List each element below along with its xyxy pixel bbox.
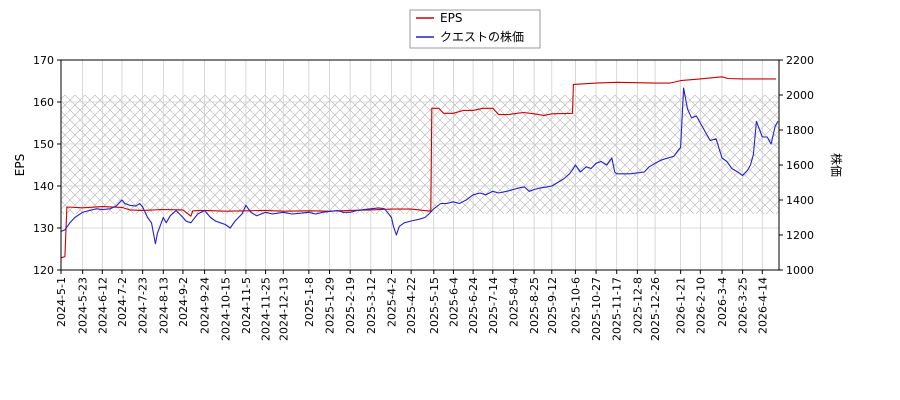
x-tick-label: 2025-12-8	[631, 277, 644, 334]
legend-label-eps: EPS	[440, 11, 462, 25]
x-tick-label: 2025-10-6	[569, 277, 582, 334]
x-tick-label: 2024-11-25	[260, 277, 273, 341]
y2-tick-label: 1600	[786, 159, 814, 172]
x-tick-label: 2025-3-12	[365, 277, 378, 334]
x-tick-label: 2025-6-24	[467, 277, 480, 334]
x-tick-label: 2024-6-12	[96, 277, 109, 334]
y2-tick-label: 1000	[786, 264, 814, 277]
x-tick-label: 2024-9-2	[177, 277, 190, 327]
x-tick-label: 2026-3-4	[716, 277, 729, 327]
y-tick-label: 170	[33, 54, 54, 67]
x-tick-label: 2024-9-24	[199, 277, 212, 334]
x-tick-label: 2024-8-13	[157, 277, 170, 334]
hatch-band-rect	[61, 95, 779, 214]
x-tick-label: 2024-5-23	[77, 277, 90, 334]
x-tick-label: 2025-2-19	[344, 277, 357, 334]
legend-label-price: クエストの株価	[440, 29, 524, 44]
x-tick-label: 2026-2-10	[694, 277, 707, 334]
y-tick-label: 130	[33, 222, 54, 235]
y2-tick-label: 2200	[786, 54, 814, 67]
x-tick-label: 2026-1-21	[675, 277, 688, 334]
series-layer	[60, 76, 779, 259]
y2-axis-title: 株価	[829, 153, 844, 177]
x-tick-label: 2025-8-4	[507, 277, 520, 327]
x-tick-label: 2025-7-14	[487, 277, 500, 334]
x-tick-label: 2025-11-17	[611, 277, 624, 341]
x-tick-label: 2025-9-12	[546, 277, 559, 334]
x-tick-label: 2024-5-1	[55, 277, 68, 327]
y-tick-label: 120	[33, 264, 54, 277]
x-tick-label: 2025-6-4	[447, 277, 460, 327]
x-tick-label: 2025-5-15	[428, 277, 441, 334]
x-tick-label: 2025-4-2	[385, 277, 398, 327]
x-tick-label: 2024-12-13	[277, 277, 290, 341]
x-tick-label: 2025-8-25	[528, 277, 541, 334]
x-tick-label: 2024-7-23	[137, 277, 150, 334]
y-axis-right: 1000 1200 1400 1600 1800 2000 2200	[779, 54, 814, 277]
x-tick-label: 2026-3-25	[737, 277, 750, 334]
x-tick-label: 2026-4-14	[756, 277, 769, 334]
x-axis: 2024-5-1 2024-5-23 2024-6-12 2024-7-2 2024-7…	[55, 270, 769, 341]
y-tick-label: 160	[33, 96, 54, 109]
grid	[60, 59, 779, 271]
eps-line	[60, 76, 776, 259]
x-tick-label: 2025-4-22	[405, 277, 418, 334]
x-tick-label: 2024-11-5	[240, 277, 253, 334]
x-tick-label: 2025-12-26	[649, 277, 662, 341]
hatched-band	[61, 95, 779, 214]
stock-price-line	[60, 87, 779, 245]
x-tick-label: 2024-7-2	[116, 277, 129, 327]
y2-tick-label: 1200	[786, 229, 814, 242]
x-tick-label: 2025-1-29	[324, 277, 337, 334]
x-tick-label: 2025-10-27	[590, 277, 603, 341]
y-tick-label: 150	[33, 138, 54, 151]
y-tick-label: 140	[33, 180, 54, 193]
y2-tick-label: 1800	[786, 124, 814, 137]
y2-tick-label: 2000	[786, 89, 814, 102]
y-axis-title: EPS	[13, 154, 27, 176]
legend-box	[409, 9, 541, 49]
x-tick-label: 2024-10-15	[219, 277, 232, 341]
y-axis-left: 120 130 140 150 160 170	[33, 54, 61, 277]
y2-tick-label: 1400	[786, 194, 814, 207]
x-tick-label: 2025-1-8	[303, 277, 316, 327]
legend: EPS クエストの株価	[409, 9, 541, 49]
